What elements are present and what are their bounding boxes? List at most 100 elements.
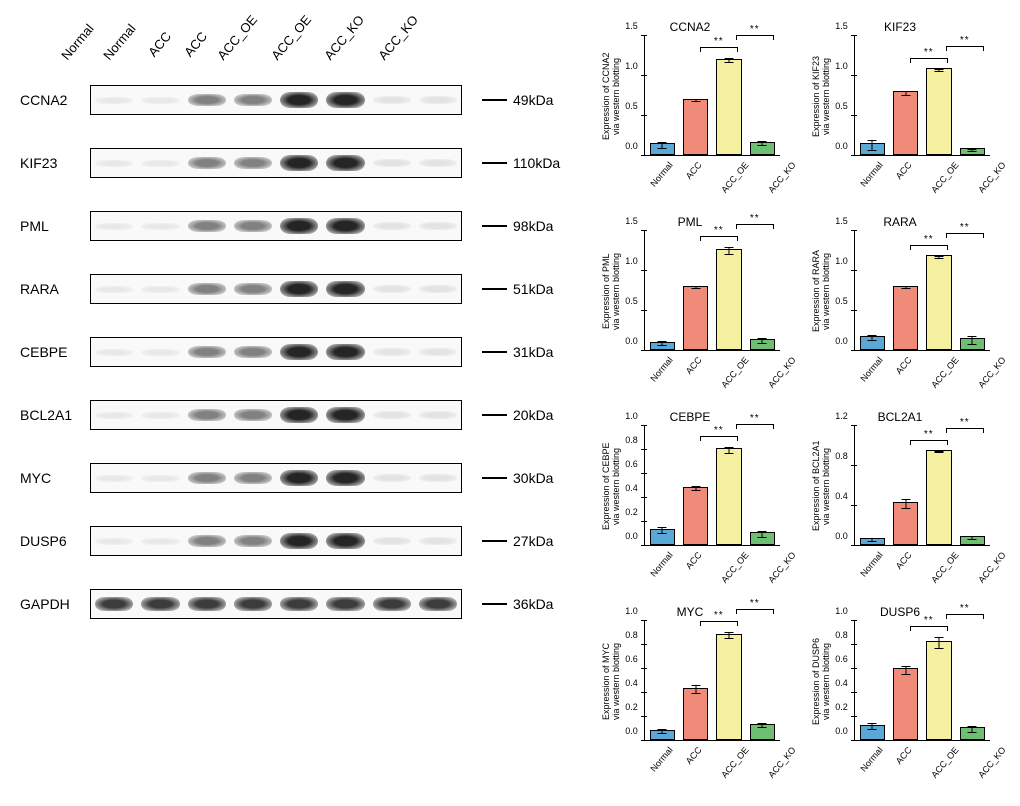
x-tick-label: ACC bbox=[684, 355, 704, 376]
band bbox=[326, 155, 364, 171]
band bbox=[373, 159, 411, 166]
band bbox=[188, 535, 226, 547]
y-axis: 0.00.20.40.60.81.0 bbox=[832, 621, 855, 741]
y-tick-label: 0.0 bbox=[625, 726, 638, 736]
blot-row: DUSP6 27kDa bbox=[20, 526, 570, 556]
blot-lane-box bbox=[90, 463, 462, 493]
error-bar bbox=[662, 341, 663, 346]
y-axis-label: Expression of CEBPEvia western blotting bbox=[600, 426, 622, 546]
blot-row: CCNA249kDa bbox=[20, 85, 570, 115]
protein-label: GAPDH bbox=[20, 596, 90, 612]
figure: NormalNormalACCACCACC_OEACC_OEACC_KOACC_… bbox=[20, 20, 1000, 780]
band bbox=[234, 409, 272, 421]
mw-marker: 27kDa bbox=[482, 533, 553, 549]
band bbox=[419, 285, 457, 292]
y-tick-label: 0.0 bbox=[835, 531, 848, 541]
band bbox=[141, 286, 179, 293]
blot-lane-box bbox=[90, 337, 462, 367]
x-tick-label: ACC bbox=[684, 550, 704, 571]
error-bar bbox=[729, 58, 730, 63]
mw-marker: 31kDa bbox=[482, 344, 553, 360]
significance-label: ** bbox=[924, 47, 934, 58]
band bbox=[188, 597, 226, 612]
band bbox=[419, 537, 457, 544]
bar bbox=[893, 286, 918, 350]
lane-headers: NormalNormalACCACCACC_OEACC_OEACC_KOACC_… bbox=[90, 20, 460, 85]
error-bar bbox=[662, 527, 663, 534]
band bbox=[419, 96, 457, 103]
mw-marker: 98kDa bbox=[482, 218, 553, 234]
band bbox=[141, 160, 179, 167]
y-tick-label: 0.0 bbox=[625, 141, 638, 151]
x-tick-label: ACC bbox=[894, 160, 914, 181]
mw-marker: 36kDa bbox=[482, 596, 553, 612]
y-tick-label: 0.8 bbox=[835, 451, 848, 461]
band bbox=[373, 285, 411, 292]
error-bar bbox=[729, 632, 730, 639]
error-bar bbox=[762, 338, 763, 344]
x-tick-label: ACC_OE bbox=[719, 160, 750, 195]
significance-bracket: ** bbox=[736, 609, 774, 614]
y-tick-label: 0.4 bbox=[625, 678, 638, 688]
y-tick-label: 0.0 bbox=[835, 726, 848, 736]
blot-row: MYC30kDa bbox=[20, 463, 570, 493]
significance-label: ** bbox=[960, 35, 970, 46]
x-tick-label: ACC_OE bbox=[719, 745, 750, 780]
error-bar bbox=[872, 335, 873, 341]
error-bar bbox=[905, 286, 906, 289]
plot-area: **** bbox=[855, 231, 990, 351]
plot-area: **** bbox=[855, 621, 990, 741]
x-tick-label: Normal bbox=[858, 550, 884, 579]
error-bar bbox=[762, 531, 763, 538]
band bbox=[280, 344, 318, 360]
significance-bracket: ** bbox=[700, 621, 738, 626]
error-bar bbox=[695, 486, 696, 491]
band bbox=[141, 412, 179, 419]
bar bbox=[716, 448, 741, 545]
y-tick-label: 1.5 bbox=[625, 216, 638, 226]
y-tick-label: 0.0 bbox=[625, 336, 638, 346]
x-tick-label: Normal bbox=[648, 550, 674, 579]
y-tick-label: 0.8 bbox=[625, 435, 638, 445]
bar-chart: RARAExpression of RARAvia western blotti… bbox=[810, 215, 990, 390]
band bbox=[373, 474, 411, 481]
error-bar bbox=[662, 142, 663, 148]
error-bar bbox=[695, 99, 696, 102]
significance-bracket: ** bbox=[910, 245, 948, 250]
band bbox=[419, 159, 457, 166]
y-tick-label: 0.4 bbox=[625, 483, 638, 493]
band bbox=[95, 223, 133, 230]
band bbox=[373, 222, 411, 229]
y-tick-label: 0.5 bbox=[835, 296, 848, 306]
error-bar bbox=[939, 451, 940, 453]
bar bbox=[926, 255, 951, 350]
y-tick-label: 0.4 bbox=[835, 491, 848, 501]
protein-label: KIF23 bbox=[20, 155, 90, 171]
significance-bracket: ** bbox=[910, 58, 948, 63]
bar bbox=[893, 668, 918, 740]
error-bar bbox=[972, 336, 973, 346]
blot-row: PML98kDa bbox=[20, 211, 570, 241]
band bbox=[280, 281, 318, 297]
band bbox=[188, 472, 226, 484]
y-axis: 0.00.20.40.60.81.0 bbox=[622, 426, 645, 546]
y-tick-label: 0.4 bbox=[835, 678, 848, 688]
band bbox=[373, 597, 411, 612]
x-tick-label: ACC_KO bbox=[976, 550, 1007, 585]
y-tick-label: 0.6 bbox=[625, 459, 638, 469]
error-bar bbox=[695, 685, 696, 695]
band bbox=[280, 470, 318, 486]
band bbox=[326, 92, 364, 108]
band bbox=[95, 160, 133, 167]
band bbox=[419, 597, 457, 612]
band bbox=[419, 222, 457, 229]
y-tick-label: 0.5 bbox=[625, 101, 638, 111]
bar-chart: KIF23Expression of KIF23via western blot… bbox=[810, 20, 990, 195]
error-bar bbox=[939, 69, 940, 72]
band bbox=[373, 348, 411, 355]
x-tick-label: ACC_OE bbox=[929, 745, 960, 780]
y-tick-label: 0.2 bbox=[625, 702, 638, 712]
x-tick-label: Normal bbox=[648, 355, 674, 384]
protein-label: DUSP6 bbox=[20, 533, 90, 549]
x-tick-label: ACC_OE bbox=[719, 550, 750, 585]
